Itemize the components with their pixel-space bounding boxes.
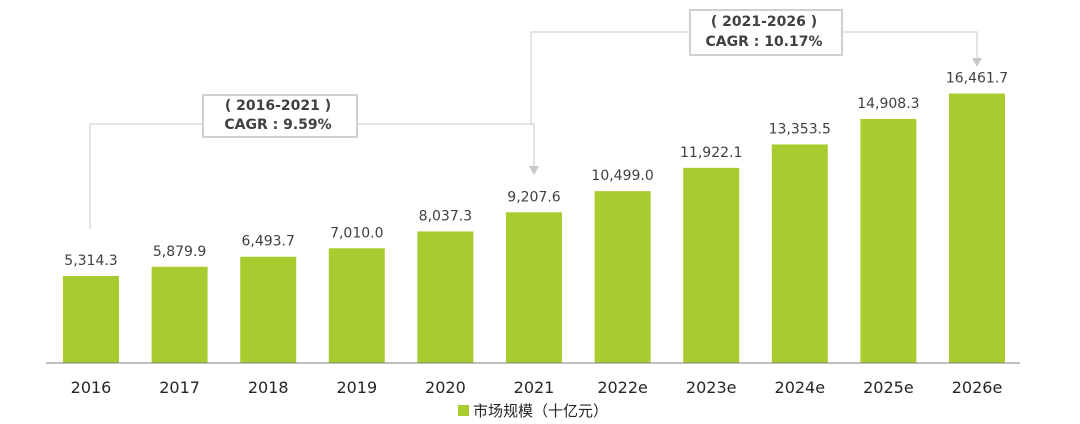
legend: 市场规模（十亿元） — [458, 402, 608, 420]
value-label-2026e: 16,461.7 — [946, 71, 1008, 87]
x-tick-2017: 2017 — [159, 378, 200, 397]
cagr-period-label: ( 2021-2026 ) — [711, 14, 817, 30]
bar-2020 — [417, 231, 474, 363]
bars-group: 5,314.3 5,879.9 6,493.7 7,010.0 8,037.3 9,207… — [63, 71, 1008, 364]
cagr-box-2016-2021 — [202, 94, 358, 138]
x-tick-2018: 2018 — [248, 378, 289, 397]
bar-2025e — [860, 118, 917, 364]
value-label-2018: 6,493.7 — [241, 234, 294, 250]
value-label-2025e: 14,908.3 — [857, 96, 919, 112]
legend-label: 市场规模（十亿元） — [473, 402, 608, 420]
x-axis-ticks: 2016 2017 2018 2019 2020 2021 2022e 2023e 2024e 2… — [71, 378, 1003, 397]
value-label-2022e: 10,499.0 — [591, 168, 653, 184]
cagr-annotations: ( 2016-2021 ) CAGR : 9.59% ( 2021-2026 ) CA… — [89, 9, 982, 229]
bar-2019 — [328, 248, 385, 363]
cagr-period-label: ( 2016-2021 ) — [225, 98, 331, 114]
cagr-value-label: CAGR : 9.59% — [224, 117, 331, 133]
value-label-2024e: 13,353.5 — [769, 121, 831, 137]
x-tick-2023e: 2023e — [686, 378, 737, 397]
bar-2021 — [506, 212, 562, 363]
value-label-2020: 8,037.3 — [419, 208, 472, 224]
value-label-2021: 9,207.6 — [507, 189, 561, 205]
cagr-box-2021-2026 — [689, 9, 843, 56]
bar-2022e — [594, 191, 651, 363]
bar-2016 — [63, 276, 119, 363]
x-tick-2019: 2019 — [336, 378, 377, 397]
bar-2026e — [949, 93, 1005, 363]
arrow-down-icon — [972, 58, 982, 67]
x-tick-2022e: 2022e — [597, 378, 648, 397]
x-tick-2025e: 2025e — [863, 378, 914, 397]
value-label-2023e: 11,922.1 — [680, 145, 742, 161]
x-tick-2016: 2016 — [71, 378, 112, 397]
bar-2018 — [240, 256, 297, 363]
cagr-value-label: CAGR : 10.17% — [705, 34, 822, 50]
x-tick-2024e: 2024e — [775, 378, 826, 397]
bar-2017 — [151, 266, 208, 363]
arrow-down-icon — [529, 166, 539, 175]
value-label-2017: 5,879.9 — [153, 244, 206, 260]
x-tick-2020: 2020 — [425, 378, 466, 397]
legend-swatch — [458, 405, 469, 416]
x-tick-2026e: 2026e — [952, 378, 1003, 397]
value-label-2016: 5,314.3 — [64, 253, 117, 269]
value-label-2019: 7,010.0 — [330, 225, 383, 241]
bar-2023e — [683, 167, 740, 363]
bar-2024e — [771, 144, 828, 363]
x-tick-2021: 2021 — [514, 378, 555, 397]
